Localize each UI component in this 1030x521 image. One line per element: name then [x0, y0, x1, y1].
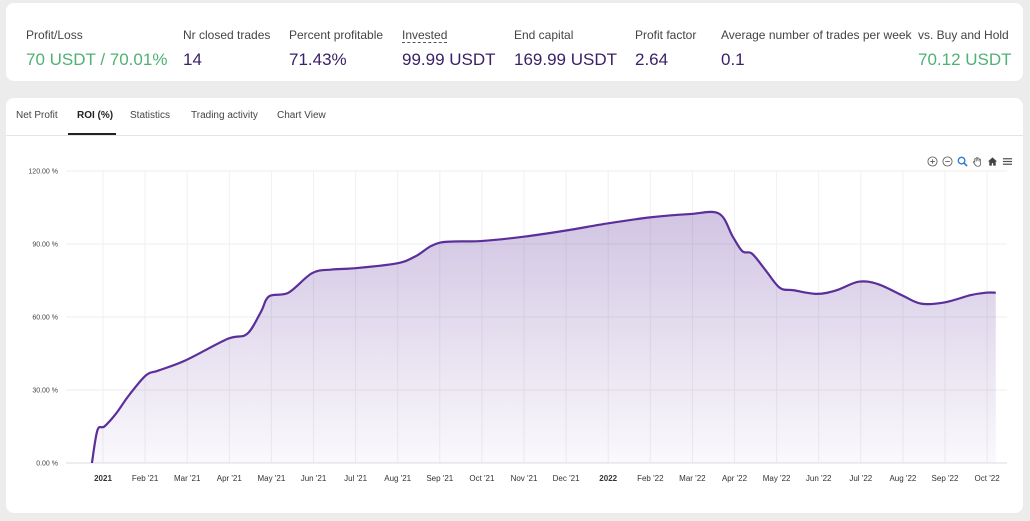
- x-tick-label: Apr '22: [722, 474, 748, 483]
- tab-trading-activity[interactable]: Trading activity: [191, 110, 258, 121]
- menu-icon[interactable]: [1002, 156, 1013, 167]
- stat-label: Profit factor: [635, 28, 697, 42]
- stat-value: 2.64: [635, 50, 669, 69]
- stat-value: 71.43%: [289, 50, 347, 69]
- tab-chart-view[interactable]: Chart View: [277, 110, 326, 121]
- x-tick-label: Jun '22: [806, 474, 832, 483]
- stat-value: 169.99 USDT: [514, 50, 617, 69]
- home-reset-icon[interactable]: [987, 156, 998, 167]
- stat-label: End capital: [514, 28, 574, 42]
- stat-profit-loss: Profit/Loss 70 USDT / 70.01%: [26, 26, 167, 70]
- x-tick-label: Oct '22: [975, 474, 1001, 483]
- x-tick-label: Mar '21: [174, 474, 201, 483]
- y-tick-label: 60.00 %: [32, 315, 58, 322]
- roi-series-line: [90, 210, 996, 464]
- x-tick-label: Jul '22: [849, 474, 872, 483]
- stat-closed-trades: Nr closed trades 14: [183, 26, 270, 70]
- stat-value: 14: [183, 50, 202, 69]
- stat-avg-trades-week: Average number of trades per week 0.1: [721, 26, 912, 70]
- chart-toolbar: [927, 155, 1013, 167]
- x-tick-label: Aug '21: [384, 474, 411, 483]
- stat-label: Nr closed trades: [183, 28, 271, 42]
- x-tick-label: Feb '22: [637, 474, 664, 483]
- stat-vs-buy-hold: vs. Buy and Hold 70.12 USDT: [918, 26, 1012, 70]
- stat-value: 99.99 USDT: [402, 50, 496, 69]
- x-tick-label: Apr '21: [217, 474, 243, 483]
- x-tick-label: Jul '21: [344, 474, 367, 483]
- x-tick-label: Jun '21: [301, 474, 327, 483]
- y-tick-label: 90.00 %: [32, 242, 58, 249]
- zoom-out-icon[interactable]: [942, 155, 953, 167]
- stat-label: Average number of trades per week: [721, 28, 912, 42]
- stat-value: 0.1: [721, 50, 745, 69]
- x-tick-label: Oct '21: [469, 474, 495, 483]
- zoom-in-icon[interactable]: [927, 155, 938, 167]
- x-tick-label: 2022: [599, 474, 617, 483]
- roi-area-chart: 0.00 % 30.00 % 60.00 % 90.00 % 120.00 % 2021 F…: [28, 169, 1007, 483]
- y-tick-label: 0.00 %: [36, 461, 58, 468]
- x-tick-label: Aug '22: [889, 474, 916, 483]
- tab-statistics[interactable]: Statistics: [130, 110, 171, 121]
- pan-hand-icon[interactable]: [972, 156, 983, 167]
- summary-stats-card: Profit/Loss 70 USDT / 70.01% Nr closed t…: [6, 3, 1023, 81]
- chart-tabs: Net Profit ROI (%) Statistics Trading ac…: [6, 98, 1023, 136]
- stat-invested[interactable]: Invested 99.99 USDT: [402, 26, 496, 70]
- y-tick-label: 30.00 %: [32, 388, 58, 395]
- stat-label: vs. Buy and Hold: [918, 28, 1009, 42]
- selection-zoom-icon[interactable]: [957, 156, 968, 167]
- x-tick-label: May '21: [258, 474, 286, 483]
- tab-roi[interactable]: ROI (%): [77, 110, 114, 121]
- y-tick-label: 120.00 %: [28, 169, 58, 176]
- x-tick-label: Dec '21: [553, 474, 580, 483]
- roi-area-fill: [91, 211, 996, 463]
- active-tab-indicator: [68, 133, 116, 135]
- stat-label: Profit/Loss: [26, 28, 83, 42]
- stat-label-tooltip[interactable]: Invested: [402, 28, 448, 43]
- stat-value: 70 USDT / 70.01%: [26, 50, 168, 69]
- x-tick-label: May '22: [763, 474, 791, 483]
- stat-end-capital: End capital 169.99 USDT: [514, 26, 617, 70]
- stat-label: Percent profitable: [289, 28, 384, 42]
- x-tick-label: Sep '22: [932, 474, 959, 483]
- stat-profit-factor: Profit factor 2.64: [635, 26, 696, 70]
- x-tick-label: Feb '21: [132, 474, 159, 483]
- x-tick-label: Nov '21: [511, 474, 538, 483]
- chart-card: Net Profit ROI (%) Statistics Trading ac…: [6, 98, 1023, 513]
- x-tick-label: Sep '21: [426, 474, 453, 483]
- stat-value: 70.12 USDT: [918, 50, 1012, 69]
- tab-net-profit[interactable]: Net Profit: [16, 110, 58, 121]
- x-tick-label: 2021: [94, 474, 112, 483]
- x-tick-label: Mar '22: [679, 474, 706, 483]
- stat-percent-profitable: Percent profitable 71.43%: [289, 26, 383, 70]
